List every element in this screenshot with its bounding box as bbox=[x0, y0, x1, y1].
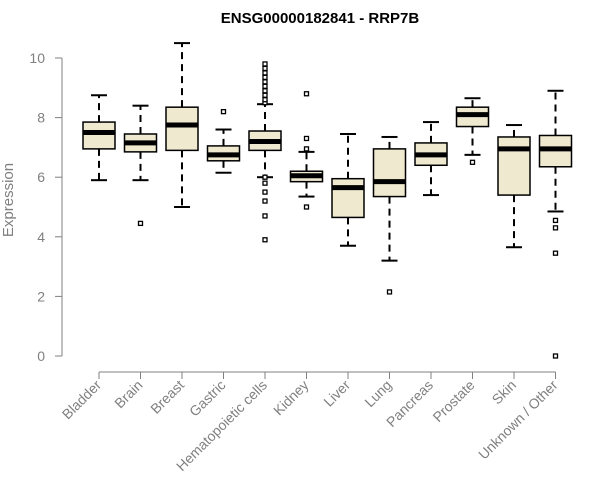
box-breast bbox=[165, 42, 199, 208]
outlier-point bbox=[303, 135, 310, 142]
x-tick-label: Prostate bbox=[429, 377, 477, 425]
outlier-point bbox=[262, 61, 268, 67]
box-hematopoietic-cells bbox=[248, 61, 282, 243]
outlier-point bbox=[262, 237, 268, 243]
iqr-box bbox=[331, 177, 365, 219]
iqr-box bbox=[497, 136, 531, 196]
y-tick-label: 2 bbox=[37, 288, 45, 304]
outlier-point bbox=[262, 74, 268, 81]
outlier-point bbox=[552, 353, 559, 359]
outlier-point bbox=[303, 204, 310, 210]
iqr-box bbox=[82, 121, 116, 150]
outlier-point bbox=[469, 159, 476, 165]
y-tick-label: 0 bbox=[37, 348, 45, 364]
outlier-point bbox=[262, 213, 268, 219]
y-tick-label: 4 bbox=[37, 229, 45, 245]
box-kidney bbox=[289, 91, 324, 210]
y-tick-label: 8 bbox=[37, 110, 45, 126]
chart-title: ENSG00000182841 - RRP7B bbox=[221, 10, 420, 27]
outlier-point bbox=[262, 65, 268, 72]
x-tick-label: Lung bbox=[361, 377, 394, 410]
outlier-point bbox=[137, 220, 144, 227]
outlier-point bbox=[220, 108, 227, 115]
outlier-point bbox=[262, 92, 268, 98]
outlier-point bbox=[262, 97, 268, 103]
x-tick-label: Unknown / Other bbox=[475, 377, 561, 463]
outlier-point bbox=[262, 198, 268, 204]
iqr-box bbox=[165, 106, 199, 152]
box-lung bbox=[372, 135, 407, 295]
outlier-point bbox=[262, 79, 268, 85]
x-tick-label: Kidney bbox=[270, 377, 312, 419]
outlier-point bbox=[303, 146, 310, 152]
outlier-point bbox=[262, 180, 268, 186]
box-pancreas bbox=[414, 121, 448, 197]
box-brain bbox=[123, 104, 158, 227]
box-series bbox=[82, 42, 573, 359]
x-tick-label: Liver bbox=[320, 377, 353, 410]
y-axis-label: Expression bbox=[0, 163, 17, 237]
y-tick-label: 10 bbox=[29, 50, 45, 66]
box-unknown-other bbox=[538, 89, 573, 359]
box-bladder bbox=[82, 94, 116, 182]
outlier-point bbox=[262, 70, 268, 76]
outlier-point bbox=[303, 91, 310, 97]
box-gastric bbox=[206, 108, 241, 174]
outlier-point bbox=[262, 88, 268, 94]
y-tick-label: 6 bbox=[37, 169, 45, 185]
outlier-point bbox=[552, 250, 559, 256]
box-prostate bbox=[455, 97, 490, 165]
x-tick-label: Skin bbox=[489, 377, 520, 408]
outlier-point bbox=[262, 174, 268, 180]
outlier-point bbox=[262, 189, 268, 195]
outlier-point bbox=[552, 217, 559, 224]
x-tick-label: Bladder bbox=[59, 377, 105, 423]
outlier-point bbox=[262, 83, 268, 89]
iqr-box bbox=[372, 148, 407, 198]
y-axis: 0 2 4 6 8 10 bbox=[29, 50, 63, 364]
x-tick-label: Brain bbox=[111, 377, 145, 411]
outlier-point bbox=[386, 289, 393, 295]
box-liver bbox=[331, 132, 365, 247]
x-tick-label: Breast bbox=[147, 377, 187, 417]
box-skin bbox=[497, 124, 531, 249]
outlier-point bbox=[552, 225, 559, 231]
